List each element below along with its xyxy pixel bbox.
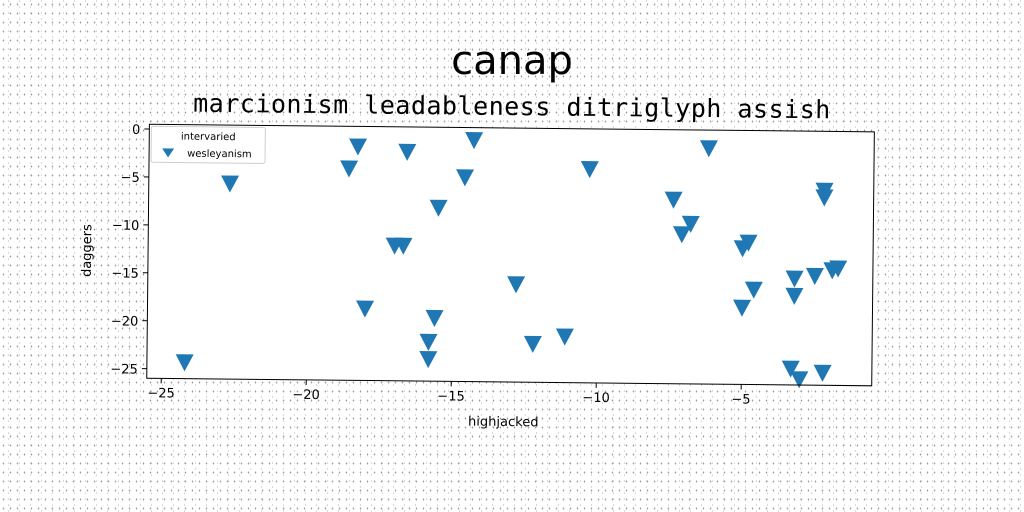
data-point [815,189,834,207]
data-point [805,267,824,285]
data-point [419,351,438,369]
data-marks [175,132,848,389]
y-tick-label: −25 [110,362,138,377]
data-point [785,270,804,288]
data-point [419,333,438,351]
x-tick-label: −15 [437,389,465,404]
data-point [744,281,763,299]
data-point [681,215,700,233]
data-point [785,287,804,305]
data-point [175,354,194,372]
data-point [456,169,475,187]
y-axis-label: daggers [80,224,96,277]
data-point [465,132,484,150]
legend: intervaried wesleyanism [150,125,266,164]
legend-box [150,125,266,164]
plot-area [146,124,875,386]
data-point [664,191,683,209]
data-point [699,140,718,158]
y-tick-label: 0 [132,123,140,138]
x-tick-label: −5 [731,392,750,407]
y-tick-label: −15 [111,266,139,281]
legend-marker-icon [162,148,175,158]
data-point [340,160,359,178]
chart-title: canap [451,38,573,84]
legend-title: intervaried [181,132,236,144]
x-tick-label: −25 [147,386,175,401]
axis-ticks: −25 −20 −15 −10 −5 0 −5 −10 −15 −20 −25 [110,123,750,408]
data-point [672,226,691,244]
data-point [829,260,848,278]
data-point [555,328,574,346]
data-point [429,199,448,217]
data-point [398,143,417,161]
plot-frame [146,123,875,387]
data-point [739,234,758,252]
data-point [425,309,444,327]
legend-entry-label: wesleyanism [187,149,252,161]
data-point [781,360,800,378]
y-tick-label: −10 [112,218,140,233]
data-point [580,161,599,179]
y-tick-label: −20 [111,314,139,329]
data-point [349,138,368,156]
y-tick-label: −5 [121,171,140,186]
data-point [394,237,413,255]
data-point [356,300,375,318]
data-point [790,371,809,389]
x-tick-label: −10 [582,391,610,406]
data-point [507,276,526,294]
x-axis-label: highjacked [468,415,539,431]
data-point [221,175,240,193]
data-point [523,335,542,353]
data-point [813,364,832,382]
x-tick-label: −20 [292,388,320,403]
data-point [733,299,752,317]
